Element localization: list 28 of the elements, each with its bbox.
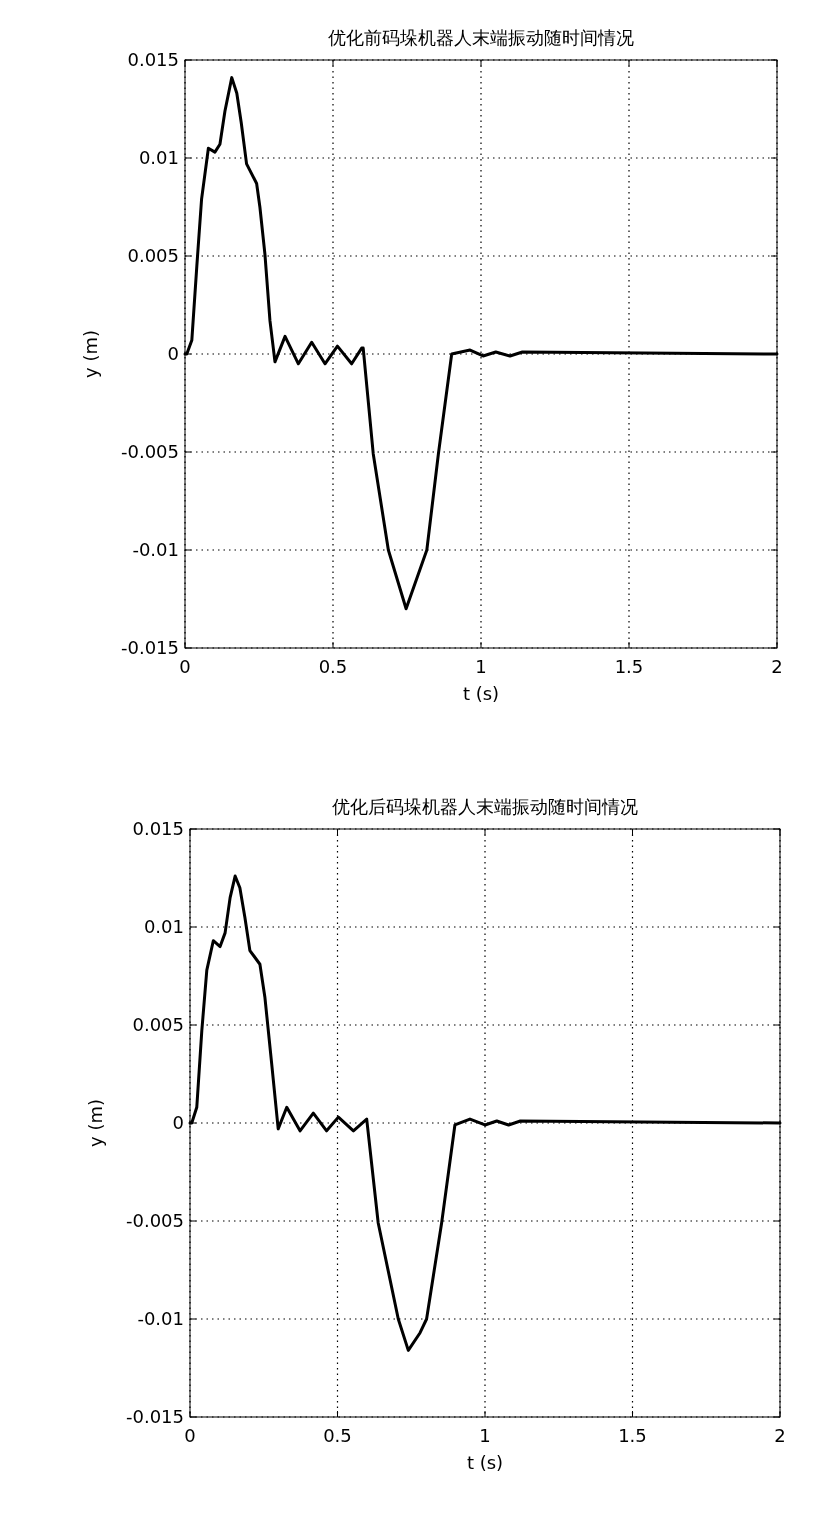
y-axis-title: y (m) <box>85 1099 106 1147</box>
x-axis-title: t (s) <box>466 1452 504 1473</box>
y-tick-label: -0.01 <box>137 1308 184 1329</box>
y-tick-label: 0.015 <box>127 49 179 70</box>
x-tick-label: 2 <box>774 1425 786 1446</box>
x-tick-label: 2 <box>771 656 783 677</box>
y-tick-label: 0.01 <box>143 916 184 937</box>
y-tick-label: 0 <box>172 1112 184 1133</box>
y-tick-label: -0.015 <box>120 637 179 658</box>
y-tick-label: 0 <box>167 343 179 364</box>
x-tick-label: 0.5 <box>323 1425 352 1446</box>
x-tick-label: 1.5 <box>614 656 644 677</box>
x-tick-label: 1 <box>475 656 487 677</box>
y-axis-title: y (m) <box>80 330 101 378</box>
x-tick-label: 0.5 <box>318 656 348 677</box>
y-tick-label: 0.015 <box>132 818 184 839</box>
x-tick-label: 1.5 <box>618 1425 647 1446</box>
y-tick-label: -0.005 <box>120 441 179 462</box>
y-tick-label: -0.015 <box>125 1406 184 1427</box>
chart-title: 优化前码垛机器人末端振动随时间情况 <box>328 27 634 48</box>
y-tick-label: 0.005 <box>127 245 179 266</box>
x-tick-label: 1 <box>479 1425 491 1446</box>
y-tick-label: 0.005 <box>132 1014 184 1035</box>
y-tick-label: -0.01 <box>132 539 179 560</box>
y-tick-label: 0.01 <box>138 147 179 168</box>
y-tick-label: -0.005 <box>125 1210 184 1231</box>
chart-title: 优化后码垛机器人末端振动随时间情况 <box>332 796 638 817</box>
x-axis-title: t (s) <box>462 683 500 704</box>
